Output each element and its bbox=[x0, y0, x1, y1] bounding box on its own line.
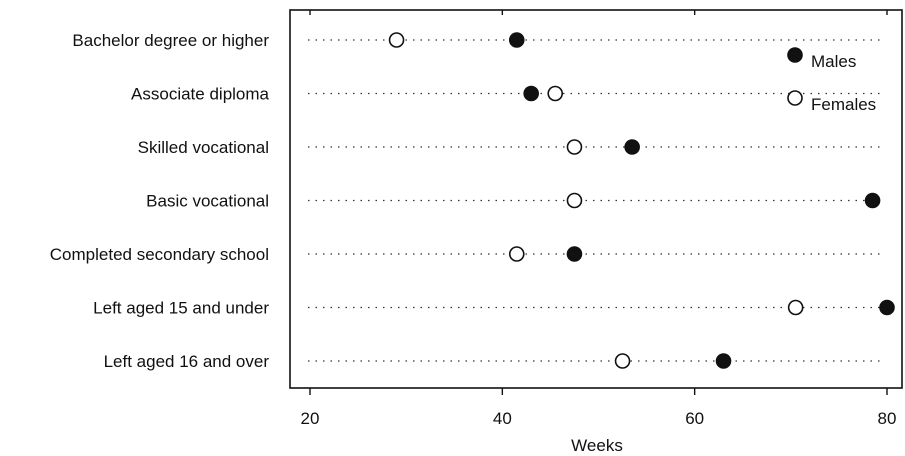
data-markers bbox=[388, 32, 895, 369]
category-labels: Bachelor degree or higher Associate diplo… bbox=[50, 31, 270, 371]
legend-marker bbox=[787, 90, 803, 106]
female-data-point bbox=[566, 192, 583, 209]
female-data-point bbox=[508, 246, 525, 262]
male-data-point bbox=[715, 353, 732, 369]
legend-label: Males bbox=[811, 52, 856, 71]
legend: Males Females bbox=[787, 47, 876, 114]
x-axis-title: Weeks bbox=[571, 436, 623, 455]
male-data-point bbox=[523, 85, 539, 102]
x-tick-label: 80 bbox=[878, 409, 897, 428]
x-tick-label: 40 bbox=[493, 409, 512, 428]
female-data-point bbox=[566, 139, 583, 155]
female-data-point bbox=[614, 353, 631, 369]
male-data-point bbox=[508, 32, 525, 48]
category-label: Skilled vocational bbox=[138, 138, 269, 157]
category-label: Left aged 15 and under bbox=[93, 299, 269, 318]
plot-frame bbox=[289, 9, 903, 389]
x-tick-label: 60 bbox=[685, 409, 704, 428]
x-tick-label: 20 bbox=[301, 409, 320, 428]
female-data-point bbox=[388, 32, 405, 48]
legend-marker bbox=[787, 47, 803, 63]
category-label: Left aged 16 and over bbox=[104, 352, 270, 371]
category-label: Completed secondary school bbox=[50, 245, 269, 264]
category-label: Bachelor degree or higher bbox=[72, 31, 269, 50]
male-data-point bbox=[566, 246, 583, 262]
x-axis-ticks: 20 40 60 80 bbox=[301, 10, 897, 428]
female-data-point bbox=[547, 85, 564, 102]
category-label: Basic vocational bbox=[146, 192, 269, 211]
legend-label: Females bbox=[811, 95, 876, 114]
male-data-point bbox=[864, 192, 881, 209]
female-data-point bbox=[787, 299, 804, 316]
male-data-point bbox=[879, 299, 895, 316]
male-data-point bbox=[624, 139, 640, 155]
category-label: Associate diploma bbox=[131, 85, 270, 104]
